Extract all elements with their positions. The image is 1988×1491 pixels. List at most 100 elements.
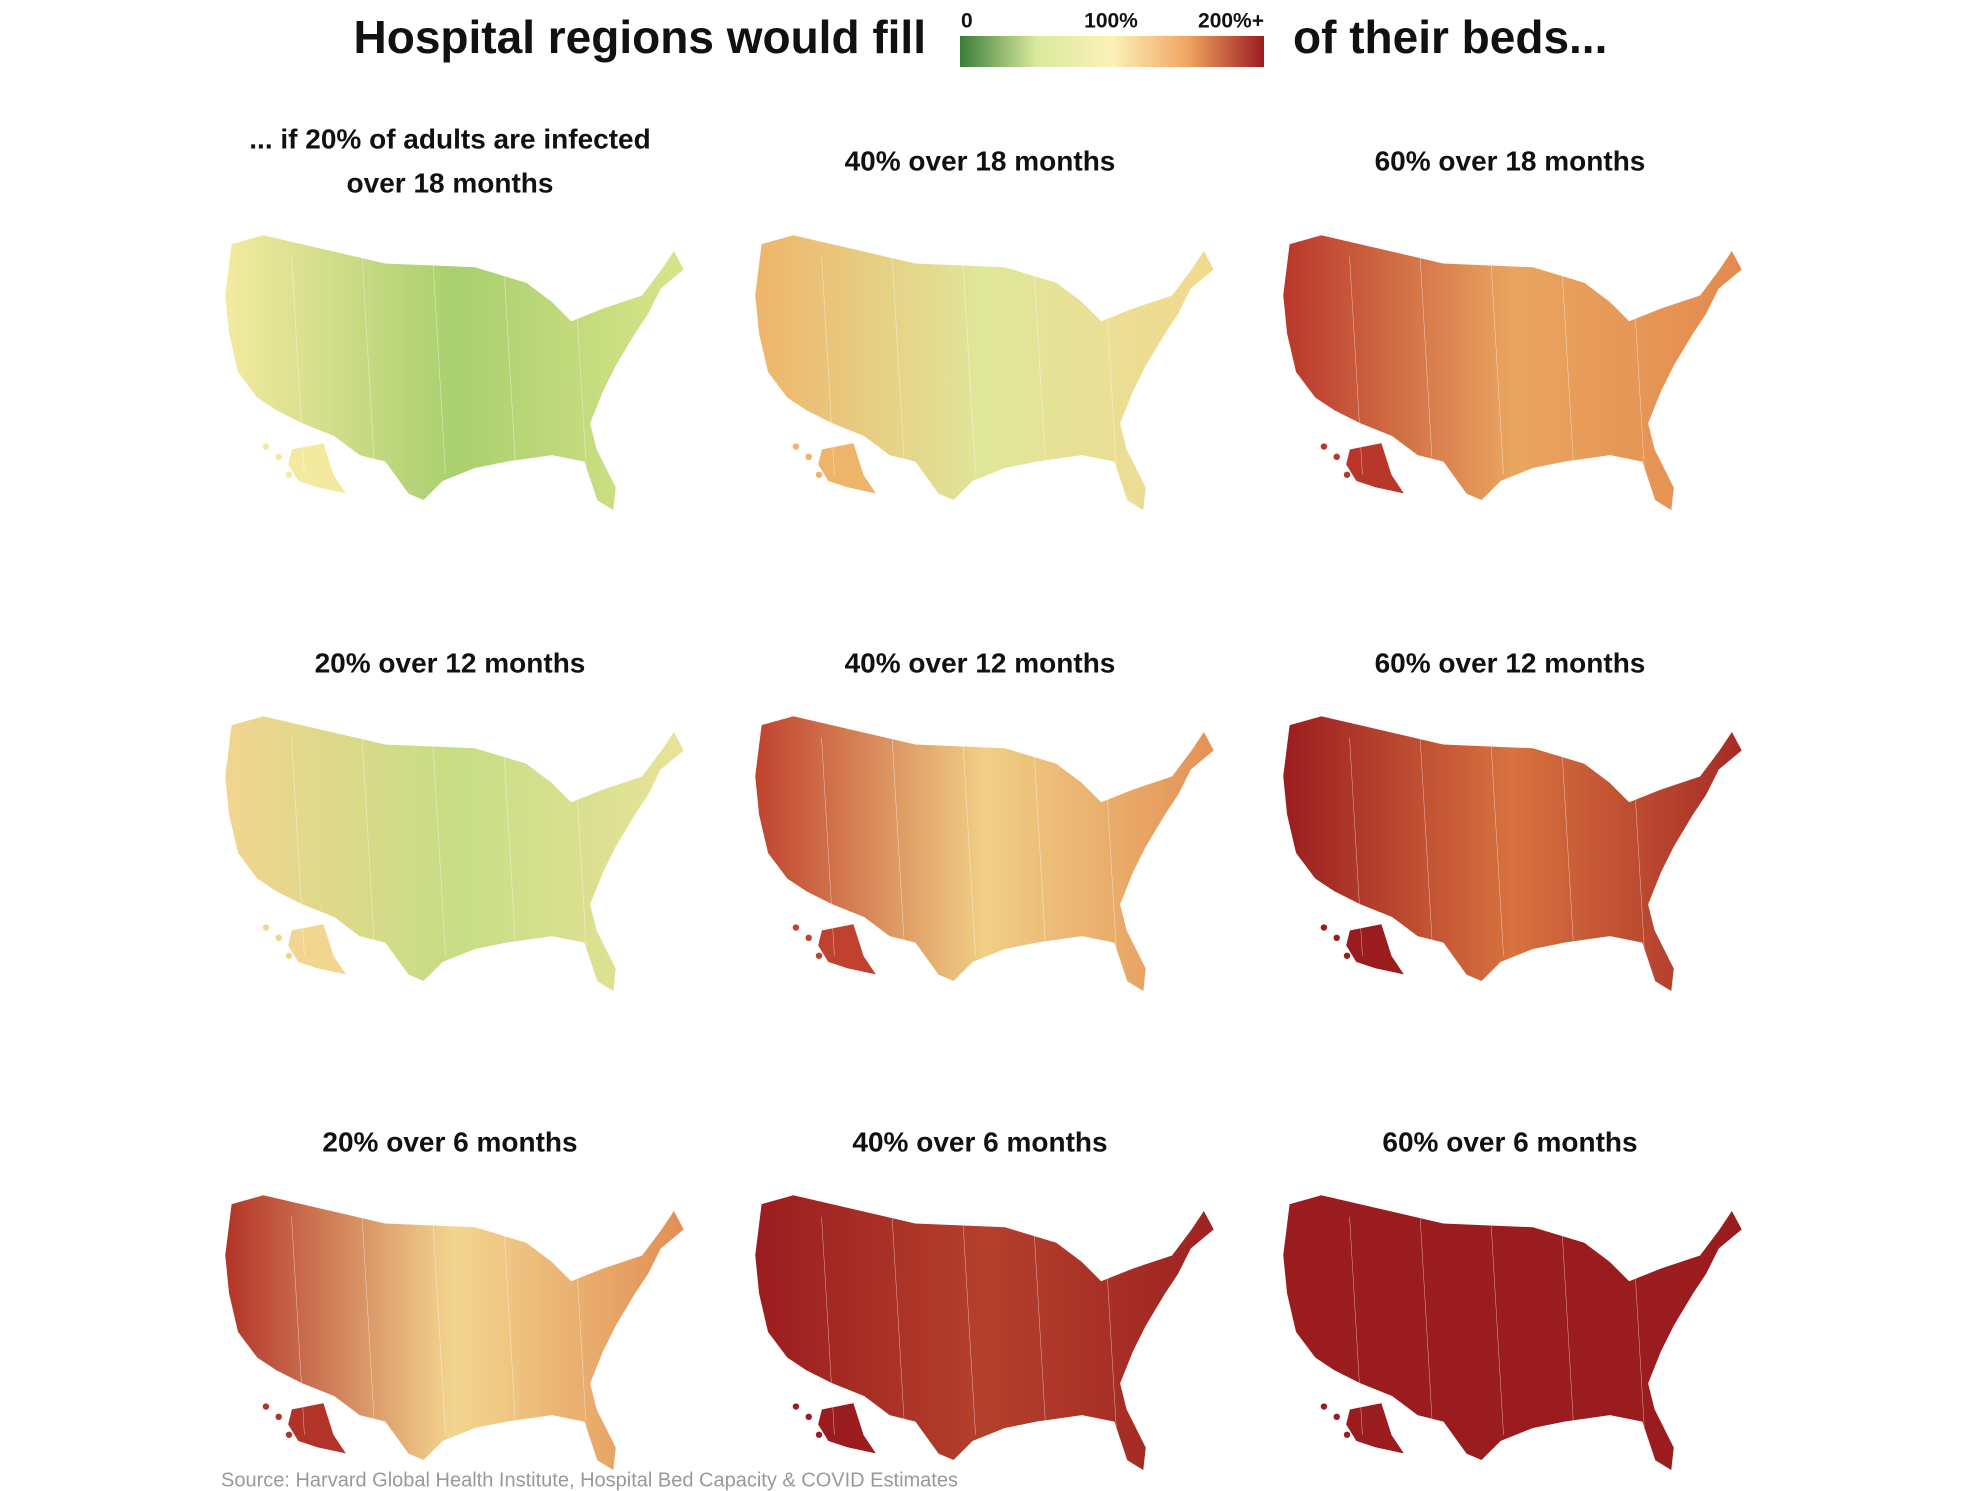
hawaii — [1343, 471, 1351, 478]
region-border — [1490, 1216, 1504, 1435]
region-border — [1561, 737, 1575, 956]
legend-bar — [960, 36, 1264, 67]
hawaii — [1343, 1431, 1351, 1438]
region-border — [821, 256, 835, 475]
hawaii — [262, 924, 270, 931]
map — [224, 234, 685, 512]
alaska — [817, 1402, 878, 1455]
hawaii — [815, 952, 823, 959]
region-border — [291, 737, 305, 956]
region-border — [891, 1216, 906, 1435]
panel-title: 60% over 6 months — [1382, 1126, 1637, 1157]
region-border — [1103, 1216, 1117, 1435]
panel-title: 60% over 12 months — [1375, 647, 1646, 678]
map — [1282, 715, 1743, 993]
hawaii — [285, 471, 293, 478]
region-border — [1419, 256, 1434, 475]
panel-title: 40% over 18 months — [845, 145, 1116, 176]
title-right: of their beds... — [1293, 11, 1607, 63]
us-map — [754, 1194, 1215, 1472]
region-border — [291, 1216, 305, 1435]
region-border — [291, 256, 305, 475]
region-border — [361, 737, 376, 956]
hawaii — [792, 443, 800, 450]
region-border — [1631, 737, 1645, 956]
region-border — [1419, 1216, 1434, 1435]
alaska — [817, 442, 878, 495]
region-border — [1033, 1216, 1047, 1435]
region-border — [962, 737, 976, 956]
hawaii — [275, 1413, 282, 1421]
region-border — [1033, 737, 1047, 956]
panel-title: 20% over 6 months — [322, 1126, 577, 1157]
region-border — [1103, 256, 1117, 475]
map — [754, 1194, 1215, 1472]
hawaii — [1320, 1403, 1328, 1410]
region-border — [1631, 256, 1645, 475]
hawaii — [1333, 1413, 1340, 1421]
region-border — [1349, 256, 1363, 475]
region-border — [1033, 256, 1047, 475]
hawaii — [262, 1403, 270, 1410]
hawaii — [815, 1431, 823, 1438]
us-map — [1282, 1194, 1743, 1472]
alaska — [287, 1402, 348, 1455]
hawaii — [1320, 443, 1328, 450]
hawaii — [805, 934, 812, 942]
hawaii — [792, 924, 800, 931]
map — [754, 715, 1215, 993]
panel-title: ... if 20% of adults are infected — [249, 123, 650, 154]
region-border — [503, 1216, 517, 1435]
panel-title: 20% over 12 months — [315, 647, 586, 678]
alaska — [1345, 923, 1406, 976]
hawaii — [1320, 924, 1328, 931]
map — [224, 715, 685, 993]
legend-label: 200%+ — [1198, 10, 1264, 33]
panel-title: over 18 months — [347, 167, 554, 198]
region-border — [1103, 737, 1117, 956]
region-border — [573, 737, 587, 956]
us-map — [1282, 234, 1743, 512]
hawaii — [285, 952, 293, 959]
region-border — [891, 737, 906, 956]
hawaii — [815, 471, 823, 478]
region-border — [1490, 737, 1504, 956]
map — [754, 234, 1215, 512]
us-map — [754, 715, 1215, 993]
us-map — [224, 1194, 685, 1472]
region-border — [962, 256, 976, 475]
region-border — [361, 1216, 376, 1435]
hawaii — [792, 1403, 800, 1410]
legend-label: 0 — [961, 10, 973, 33]
hawaii — [275, 934, 282, 942]
region-border — [432, 1216, 446, 1435]
hawaii — [805, 453, 812, 461]
legend-label: 100% — [1084, 10, 1138, 33]
map — [1282, 1194, 1743, 1472]
us-map — [224, 234, 685, 512]
source: Source: Harvard Global Health Institute,… — [221, 1469, 958, 1491]
hawaii — [262, 443, 270, 450]
hawaii — [1343, 952, 1351, 959]
us-map — [224, 715, 685, 993]
title-left: Hospital regions would fill — [354, 11, 926, 63]
panel-title: 40% over 6 months — [852, 1126, 1107, 1157]
hawaii — [1333, 934, 1340, 942]
alaska — [287, 442, 348, 495]
us-map — [754, 234, 1215, 512]
region-border — [573, 1216, 587, 1435]
hawaii — [805, 1413, 812, 1421]
region-border — [1419, 737, 1434, 956]
region-border — [361, 256, 376, 475]
hawaii — [275, 453, 282, 461]
region-border — [1490, 256, 1504, 475]
region-border — [432, 737, 446, 956]
alaska — [1345, 1402, 1406, 1455]
region-border — [1349, 737, 1363, 956]
region-border — [962, 1216, 976, 1435]
map — [1282, 234, 1743, 512]
region-border — [1561, 1216, 1575, 1435]
map — [224, 1194, 685, 1472]
panel-title: 60% over 18 months — [1375, 145, 1646, 176]
hawaii — [285, 1431, 293, 1438]
